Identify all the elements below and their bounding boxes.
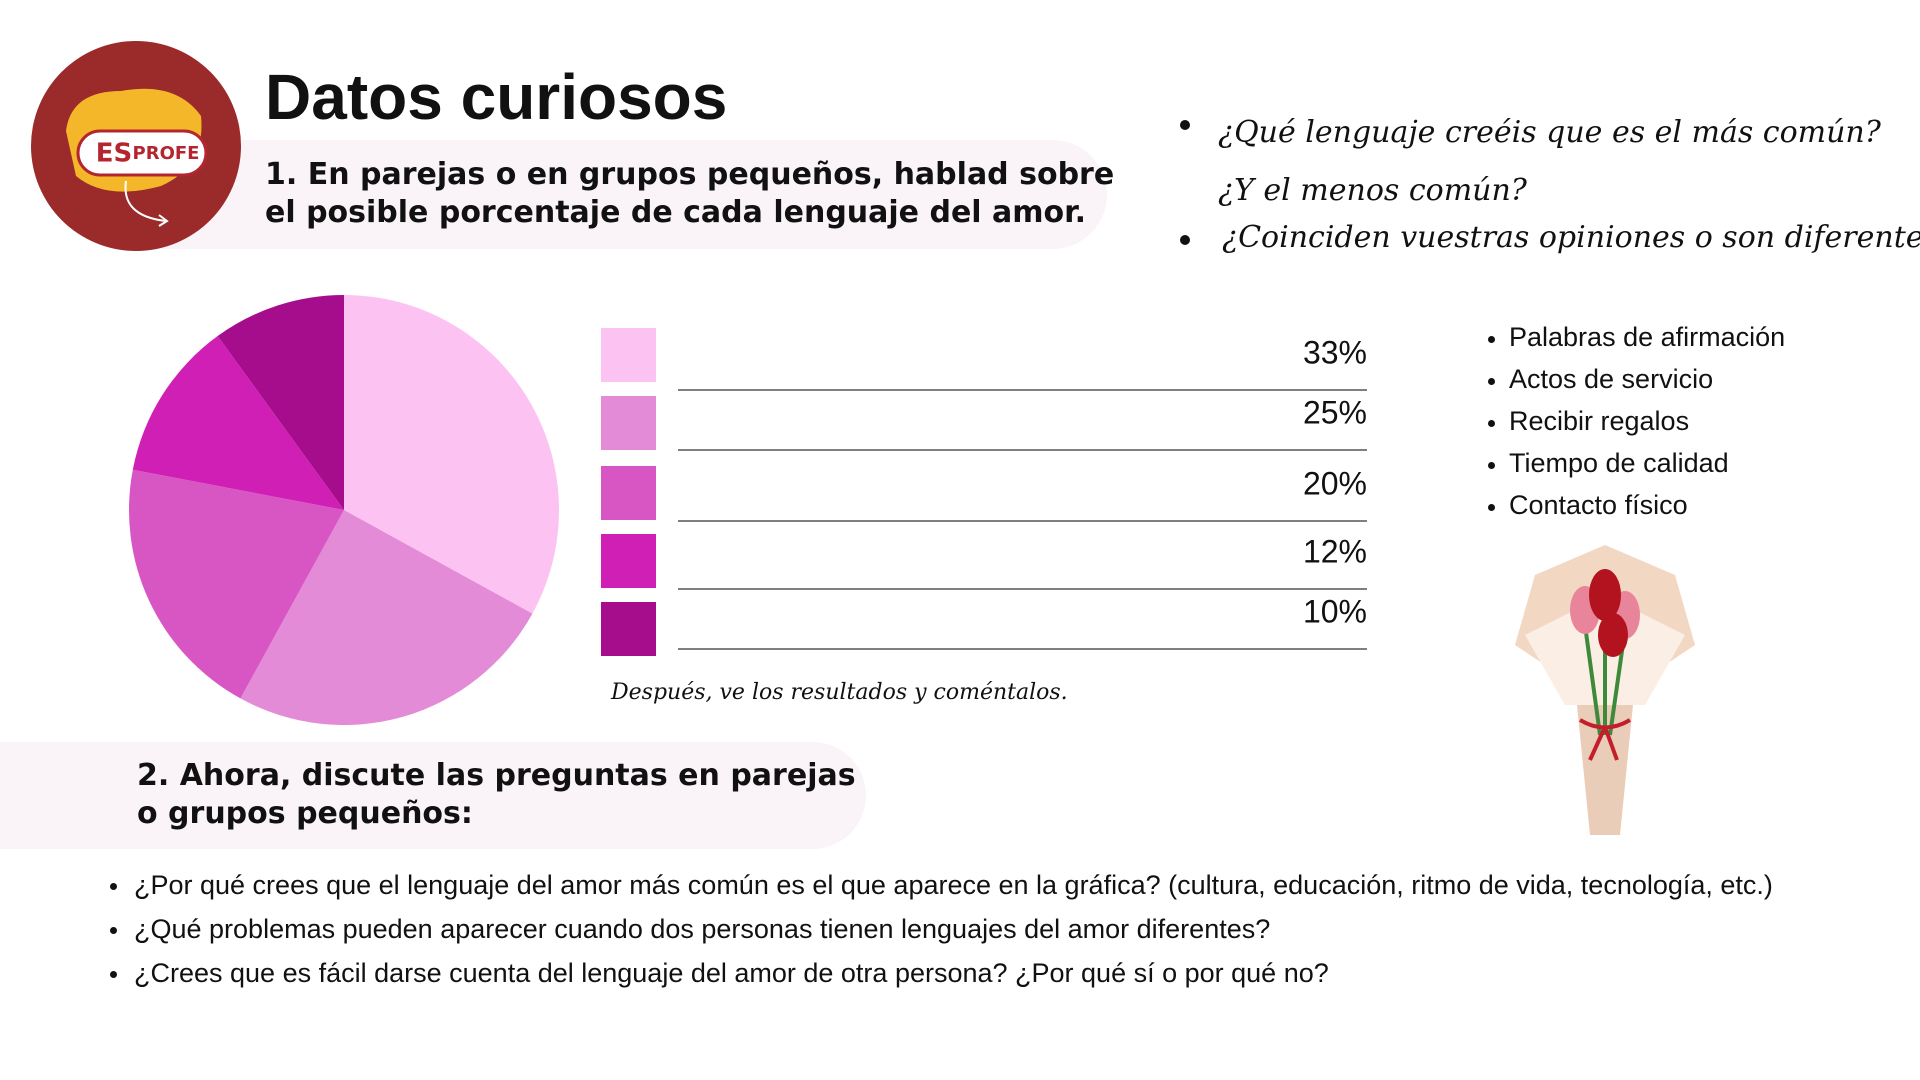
bouquet-illustration — [1515, 545, 1695, 835]
bullet — [1488, 420, 1495, 427]
logo-right: PROFE — [133, 143, 200, 164]
love-language: Recibir regalos — [1509, 406, 1690, 436]
bullet — [1488, 462, 1495, 469]
love-language: Contacto físico — [1509, 490, 1688, 520]
value-label: 10% — [1303, 593, 1367, 629]
note: Después, ve los resultados y coméntalos. — [611, 680, 1068, 705]
love-language: Palabras de afirmación — [1509, 322, 1786, 352]
logo-left: ES — [96, 139, 133, 169]
bullet — [1488, 378, 1495, 385]
legend-swatch — [601, 602, 656, 656]
bullet — [1180, 120, 1190, 130]
bullet — [110, 883, 117, 890]
task2-line: 2. Ahora, discute las preguntas en parej… — [137, 758, 856, 793]
bullet — [1488, 336, 1495, 343]
value-label: 25% — [1303, 394, 1367, 430]
task2-band — [0, 742, 866, 849]
love-language: Actos de servicio — [1509, 364, 1714, 394]
bullet — [1488, 504, 1495, 511]
value-label: 12% — [1303, 533, 1367, 569]
pie-slice — [132, 336, 344, 510]
task2-line: o grupos pequeños: — [137, 796, 473, 831]
task1-line: 1. En parejas o en grupos pequeños, habl… — [265, 157, 1115, 192]
discussion-question: ¿Qué problemas pueden aparecer cuando do… — [134, 914, 1271, 944]
legend-swatch — [601, 328, 656, 382]
discussion-question: ¿Por qué crees que el lenguaje del amor … — [134, 870, 1773, 900]
value-label: 33% — [1303, 334, 1367, 370]
discussion-question: ¿Crees que es fácil darse cuenta del len… — [134, 958, 1329, 988]
bullet — [1180, 235, 1190, 245]
pie-slice — [129, 469, 344, 699]
question-right: ¿Coinciden vuestras opiniones o son dife… — [1222, 220, 1920, 255]
legend-swatch — [601, 534, 656, 588]
legend-swatch — [601, 466, 656, 520]
logo: ES PROFE — [31, 41, 241, 251]
pie-chart: 33% 25% 20% 12% 10% — [129, 295, 1367, 725]
pie-slice — [217, 295, 344, 510]
question-right: ¿Qué lenguaje creéis que es el más común… — [1218, 115, 1881, 208]
task1-line: el posible porcentaje de cada lenguaje d… — [265, 195, 1087, 230]
task1-band — [161, 140, 1107, 249]
value-label: 20% — [1303, 465, 1367, 501]
love-language: Tiempo de calidad — [1509, 448, 1729, 478]
pie-slice — [344, 295, 559, 614]
title: Datos curiosos — [265, 61, 728, 133]
bullet — [110, 971, 117, 978]
bullet — [110, 927, 117, 934]
legend-swatch — [601, 396, 656, 450]
pie-slice — [240, 510, 533, 725]
